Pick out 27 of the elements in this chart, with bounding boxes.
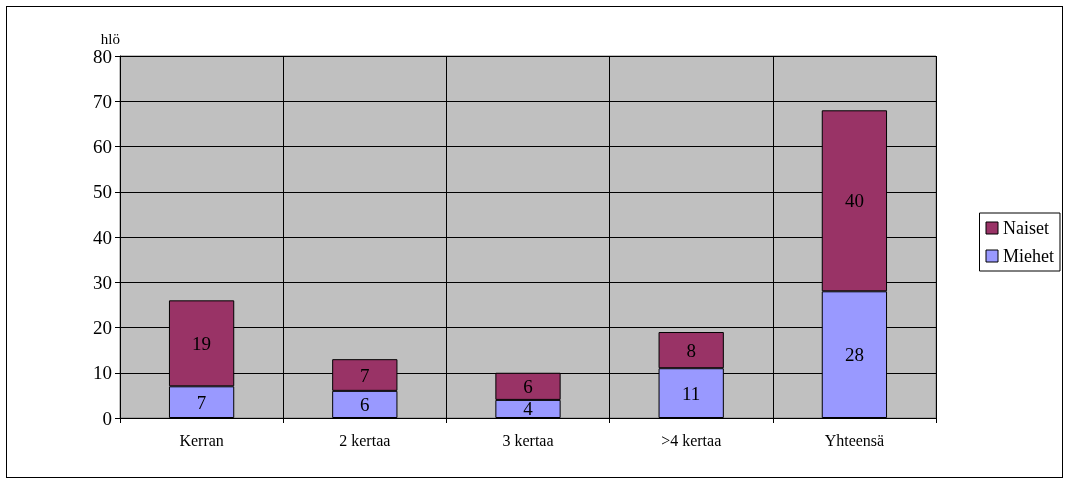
data-label: 4	[523, 398, 534, 420]
x-tick-label: 3 kertaa	[502, 431, 554, 449]
data-label: 6	[360, 393, 370, 415]
y-axis-title: hlö	[100, 31, 120, 48]
data-label: 19	[192, 332, 212, 354]
y-tick-label: 80	[93, 45, 112, 67]
data-label: 28	[844, 344, 864, 366]
y-tick-label: 70	[93, 90, 112, 112]
data-label: 6	[523, 375, 533, 397]
y-tick-label: 10	[93, 362, 112, 384]
data-label: 7	[360, 364, 370, 386]
x-tick-label: 2 kertaa	[339, 431, 391, 449]
y-tick-label: 0	[102, 407, 112, 429]
y-tick-label: 60	[93, 136, 112, 157]
x-tick-label: >4 kertaa	[661, 431, 722, 449]
data-label: 11	[682, 382, 701, 404]
y-tick-label: 50	[93, 181, 112, 203]
x-tick-label: Yhteensä	[824, 431, 885, 449]
x-tick-label: Kerran	[179, 431, 224, 449]
y-tick-label: 40	[93, 226, 112, 248]
data-label: 40	[844, 190, 864, 212]
data-label: 8	[686, 339, 696, 361]
legend-label: Miehet	[1003, 246, 1055, 266]
data-label: 7	[196, 391, 207, 413]
legend-label: Naiset	[1003, 218, 1049, 238]
y-tick-label: 30	[93, 271, 112, 293]
y-tick-label: 20	[93, 317, 112, 338]
